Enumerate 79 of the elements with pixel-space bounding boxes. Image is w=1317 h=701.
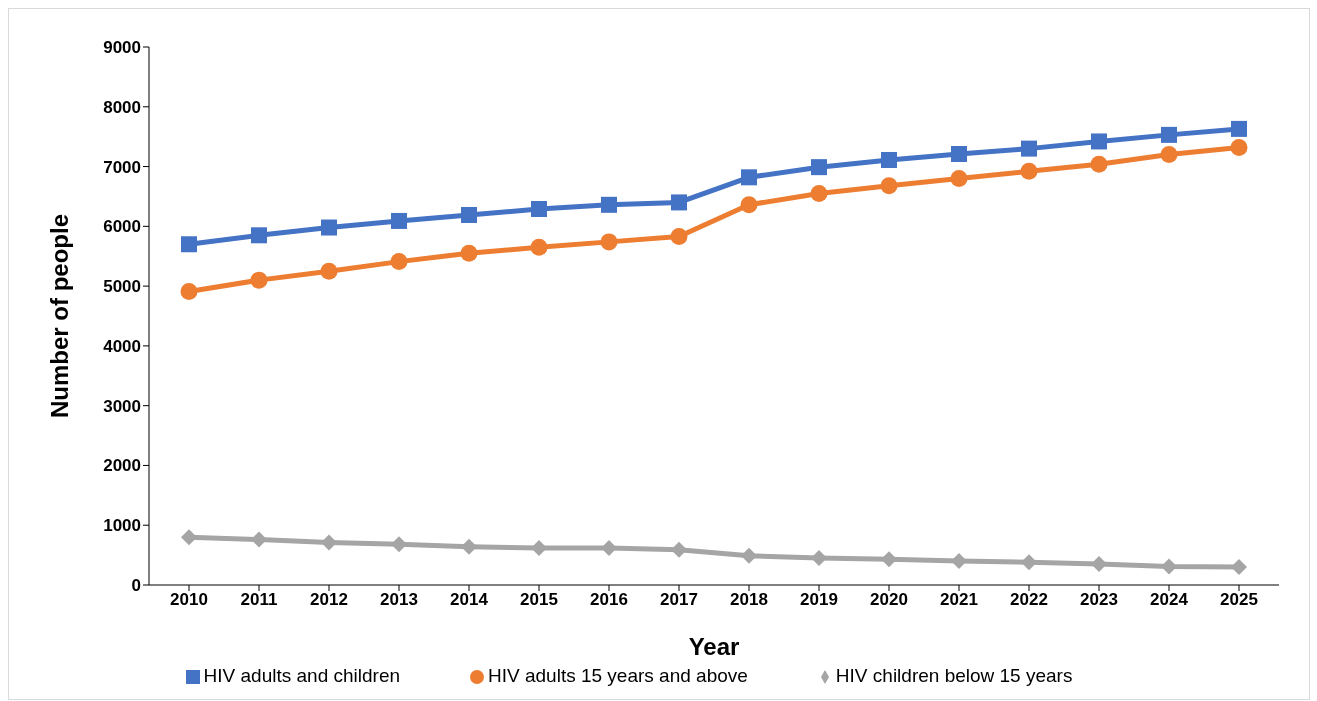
point (391, 536, 407, 553)
y-tick-label: 2000 (103, 456, 141, 476)
point (601, 539, 617, 556)
point (531, 539, 547, 556)
point (1160, 146, 1178, 164)
x-tick-label: 2014 (450, 590, 489, 610)
point (950, 170, 968, 188)
x-tick-label: 2016 (590, 590, 628, 610)
x-tick-label: 2023 (1080, 590, 1118, 610)
point (1020, 162, 1038, 180)
point (530, 238, 548, 256)
point (181, 236, 197, 253)
x-tick-label: 2025 (1220, 590, 1258, 610)
point (250, 271, 268, 289)
point (180, 282, 198, 300)
x-tick-label: 2017 (660, 590, 698, 610)
x-tick-label: 2010 (170, 590, 208, 610)
point (390, 253, 408, 271)
legend-label: HIV adults 15 years and above (488, 665, 748, 686)
point (881, 551, 897, 568)
y-tick-label: 4000 (103, 336, 141, 356)
point (391, 212, 407, 229)
legend-label: HIV children below 15 years (835, 665, 1073, 686)
point (461, 206, 477, 223)
point (321, 534, 337, 551)
point (1021, 140, 1037, 157)
point (670, 228, 688, 245)
point (740, 196, 758, 214)
y-axis-title: Number of people (45, 213, 73, 419)
point (460, 244, 478, 262)
y-tick-label: 5000 (103, 277, 141, 297)
x-tick-label: 2022 (1010, 590, 1048, 610)
point (1090, 155, 1108, 173)
point (811, 159, 827, 176)
point (181, 529, 197, 546)
point (601, 196, 617, 213)
point (251, 227, 267, 244)
y-tick-label: 7000 (103, 157, 141, 177)
x-tick-label: 2019 (800, 590, 838, 610)
legend-label: HIV adults and children (203, 665, 401, 686)
y-tick-label: 0 (131, 576, 141, 596)
y-tick-label: 9000 (103, 38, 141, 58)
point (671, 541, 687, 558)
point (321, 219, 337, 236)
x-tick-label: 2021 (940, 590, 978, 610)
point (881, 151, 897, 168)
point (951, 553, 967, 570)
point (251, 531, 267, 548)
x-tick-label: 2015 (520, 590, 558, 610)
y-tick-label: 1000 (103, 516, 141, 536)
y-tick-label: 3000 (103, 396, 141, 416)
point (1161, 126, 1177, 143)
point (741, 547, 757, 564)
point (1231, 120, 1247, 137)
x-tick-label: 2018 (730, 590, 768, 610)
y-tick-label: 8000 (103, 97, 141, 117)
x-tick-label: 2012 (310, 590, 348, 610)
point (1091, 133, 1107, 150)
point (1230, 138, 1248, 156)
x-tick-label: 2011 (240, 590, 278, 610)
point (1161, 558, 1177, 575)
point (320, 262, 338, 280)
x-tick-label: 2024 (1150, 590, 1189, 610)
point (1021, 554, 1037, 571)
x-tick-label: 2013 (380, 590, 418, 610)
point (461, 538, 477, 555)
point (951, 146, 967, 162)
point (1231, 559, 1247, 576)
point (741, 169, 757, 186)
point (810, 184, 828, 202)
point (531, 201, 547, 217)
point (671, 194, 687, 211)
point (880, 177, 898, 195)
x-tick-label: 2020 (870, 590, 908, 610)
point (811, 550, 827, 567)
x-axis-title: Year (688, 633, 740, 660)
point (1091, 556, 1107, 573)
y-tick-label: 6000 (103, 217, 141, 237)
point (600, 233, 618, 251)
